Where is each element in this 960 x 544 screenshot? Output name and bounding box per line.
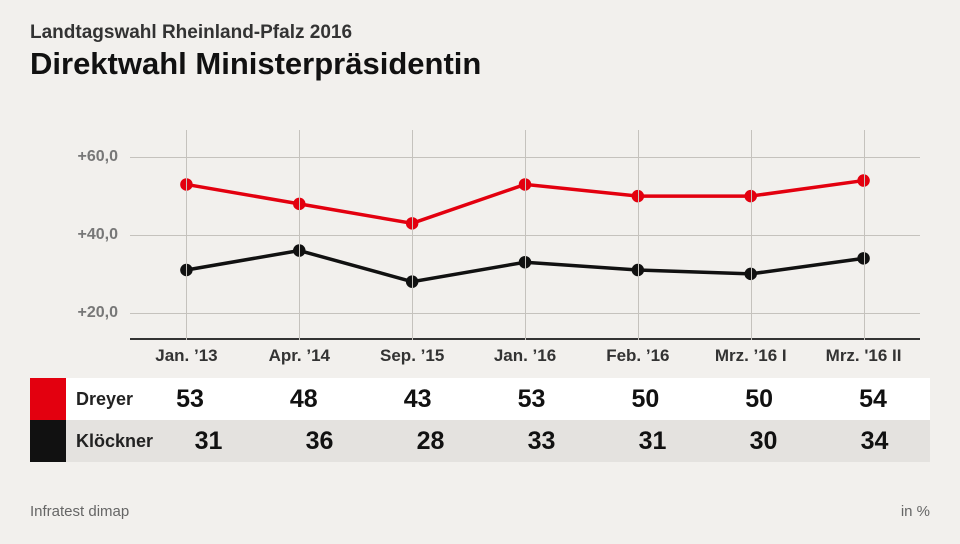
- value-cell: 43: [361, 385, 475, 414]
- source-label: Infratest dimap: [30, 503, 129, 520]
- value-cell: 54: [816, 385, 930, 414]
- x-tick-label: Jan. ’13: [130, 346, 243, 366]
- chart-supertitle: Landtagswahl Rheinland-Pfalz 2016: [30, 22, 960, 44]
- value-cell: 33: [486, 427, 597, 456]
- value-cell: 53: [475, 385, 589, 414]
- value-cell: 53: [133, 385, 247, 414]
- y-tick-label: +40,0: [78, 226, 130, 244]
- value-cell: 31: [597, 427, 708, 456]
- table-row: Klöckner31362833313034: [30, 420, 930, 462]
- grid-line: [186, 130, 187, 340]
- x-tick-label: Mrz. ’16 I: [694, 346, 807, 366]
- table-row: Dreyer53484353505054: [30, 378, 930, 420]
- value-cell: 48: [247, 385, 361, 414]
- grid-line: [525, 130, 526, 340]
- line-chart: +20,0+40,0+60,0: [130, 130, 920, 340]
- value-cell: 50: [702, 385, 816, 414]
- value-cell: 36: [264, 427, 375, 456]
- value-cell: 50: [588, 385, 702, 414]
- value-cell: 30: [708, 427, 819, 456]
- data-table: Dreyer53484353505054Klöckner313628333130…: [30, 378, 930, 462]
- y-tick-label: +20,0: [78, 304, 130, 322]
- grid-line: [864, 130, 865, 340]
- y-tick-label: +60,0: [78, 148, 130, 166]
- x-tick-label: Apr. ’14: [243, 346, 356, 366]
- x-tick-label: Jan. ’16: [469, 346, 582, 366]
- x-tick-label: Sep. ’15: [356, 346, 469, 366]
- x-tick-label: Mrz. '16 II: [807, 346, 920, 366]
- value-cell: 31: [153, 427, 264, 456]
- series-name: Dreyer: [66, 389, 133, 410]
- header: Landtagswahl Rheinland-Pfalz 2016 Direkt…: [0, 0, 960, 82]
- value-cell: 28: [375, 427, 486, 456]
- series-swatch: [30, 420, 66, 462]
- grid-line: [638, 130, 639, 340]
- grid-line: [412, 130, 413, 340]
- unit-label: in %: [901, 503, 930, 520]
- values-wrap: 53484353505054: [133, 385, 930, 414]
- values-wrap: 31362833313034: [153, 427, 930, 456]
- x-tick-label: Feb. ’16: [581, 346, 694, 366]
- grid-line: [299, 130, 300, 340]
- value-cell: 34: [819, 427, 930, 456]
- series-name: Klöckner: [66, 431, 153, 452]
- chart-title: Direktwahl Ministerpräsidentin: [30, 46, 960, 82]
- x-axis-labels: Jan. ’13Apr. ’14Sep. ’15Jan. ’16Feb. ’16…: [130, 346, 920, 366]
- grid-line: [751, 130, 752, 340]
- series-swatch: [30, 378, 66, 420]
